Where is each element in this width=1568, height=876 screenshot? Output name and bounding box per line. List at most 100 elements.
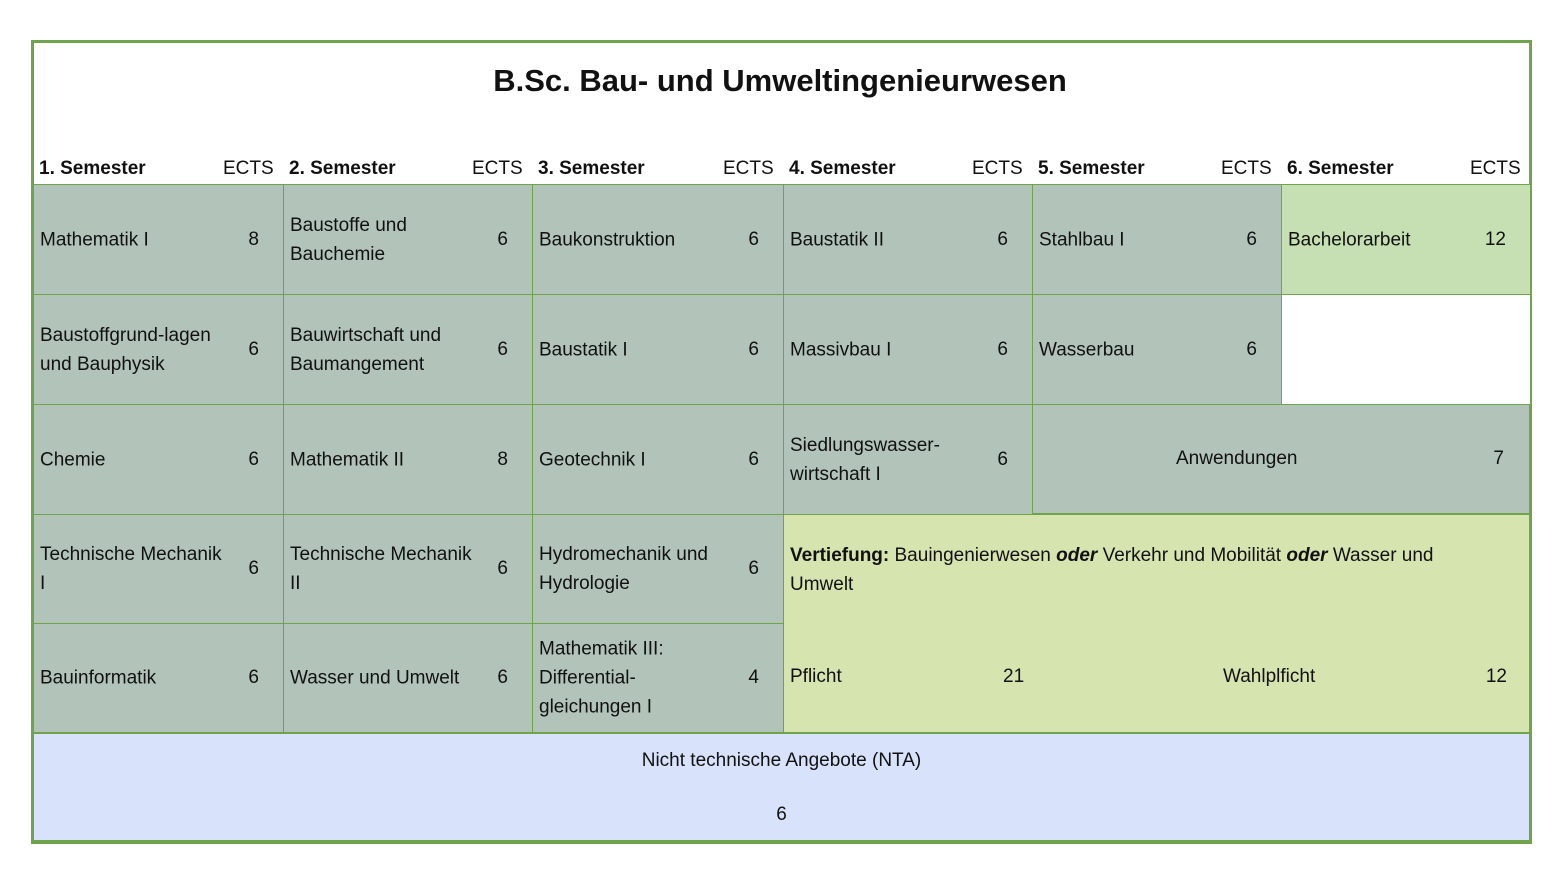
module-ects: 8 bbox=[497, 448, 508, 470]
specialization-text: Vertiefung: Bauingenierwesen oder Verkeh… bbox=[790, 541, 1490, 599]
module-ects: 6 bbox=[248, 338, 259, 360]
module-cell: Wasserbau 6 bbox=[1032, 294, 1282, 405]
module-ects: 6 bbox=[497, 558, 508, 579]
module-cell: Bachelorarbeit 12 bbox=[1281, 184, 1531, 295]
module-ects: 6 bbox=[1246, 228, 1257, 250]
wahlpflicht-ects: 12 bbox=[1485, 666, 1507, 687]
curriculum-frame bbox=[31, 40, 1532, 844]
module-cell: Baukonstruktion 6 bbox=[532, 184, 784, 295]
module-name: Baustoffe und Bauchemie bbox=[290, 214, 407, 265]
module-name: Baukonstruktion bbox=[539, 229, 676, 250]
module-cell: Baustoffe und Bauchemie 6 bbox=[283, 184, 533, 295]
specialization-label: Vertiefung: bbox=[790, 545, 890, 566]
semester-header: 1. Semester bbox=[39, 158, 146, 180]
or-2: oder bbox=[1286, 545, 1328, 566]
semester-header: 4. Semester bbox=[789, 158, 896, 180]
module-cell: Wasser und Umwelt 6 bbox=[283, 623, 533, 733]
module-ects: 6 bbox=[497, 338, 508, 360]
module-ects: 6 bbox=[497, 228, 508, 250]
module-ects: 8 bbox=[248, 228, 259, 250]
ects-header: ECTS bbox=[1221, 158, 1272, 179]
module-cell: Technische Mechanik I 6 bbox=[33, 514, 284, 624]
module-ects: 6 bbox=[997, 228, 1008, 250]
module-name: Mathematik I bbox=[40, 229, 149, 250]
module-cell: Baustatik I 6 bbox=[532, 294, 784, 405]
module-cell: Chemie 6 bbox=[33, 404, 284, 515]
module-ects: 6 bbox=[748, 558, 759, 579]
module-cell: Bauwirtschaft und Baumangement 6 bbox=[283, 294, 533, 405]
option-2: Verkehr und Mobilität bbox=[1097, 545, 1287, 566]
module-cell: Mathematik I 8 bbox=[33, 184, 284, 295]
module-ects: 7 bbox=[1493, 448, 1504, 469]
module-name: Technische Mechanik I bbox=[40, 544, 222, 594]
module-cell: Massivbau I 6 bbox=[783, 294, 1033, 405]
module-name: Mathematik III: Differential-gleichungen… bbox=[539, 638, 664, 718]
module-name: Siedlungswasser-wirtschaft I bbox=[790, 434, 940, 485]
module-anwendungen: Anwendungen 7 bbox=[1032, 404, 1530, 514]
module-ects: 6 bbox=[248, 448, 259, 470]
module-ects: 6 bbox=[248, 558, 259, 579]
page-title: B.Sc. Bau- und Umweltingenieurwesen bbox=[493, 63, 1067, 98]
ects-header: ECTS bbox=[472, 158, 523, 179]
module-ects: 6 bbox=[248, 667, 259, 688]
semester-label: 6. Semester bbox=[1287, 158, 1394, 179]
module-cell: Siedlungswasser-wirtschaft I 6 bbox=[783, 404, 1033, 515]
module-cell: Baustatik II 6 bbox=[783, 184, 1033, 295]
module-cell: Technische Mechanik II 6 bbox=[283, 514, 533, 624]
module-cell: Hydromechanik und Hydrologie 6 bbox=[532, 514, 784, 624]
module-name: Baustatik I bbox=[539, 339, 628, 360]
option-1: Bauingenierwesen bbox=[889, 545, 1057, 566]
module-name: Chemie bbox=[40, 449, 106, 470]
pflicht-label: Pflicht bbox=[790, 666, 842, 687]
module-name: Wasser und Umwelt bbox=[290, 667, 460, 689]
module-ects: 6 bbox=[997, 448, 1008, 470]
pflicht-ects: 21 bbox=[1003, 666, 1025, 687]
module-name: Baustatik II bbox=[790, 229, 884, 250]
module-cell: Bauinformatik 6 bbox=[33, 623, 284, 733]
module-name: Wasserbau bbox=[1039, 339, 1135, 360]
module-name: Geotechnik I bbox=[539, 449, 646, 470]
option-3: Wasser und Umwelt bbox=[790, 545, 1434, 595]
module-name: Hydromechanik und Hydrologie bbox=[539, 544, 708, 594]
module-cell: Baustoffgrund-lagen und Bauphysik 6 bbox=[33, 294, 284, 405]
module-name: Stahlbau I bbox=[1039, 229, 1125, 250]
module-name: Baustoffgrund-lagen und Bauphysik bbox=[40, 324, 211, 375]
module-ects: 6 bbox=[748, 338, 759, 360]
semester-label: 4. Semester bbox=[789, 158, 896, 179]
module-cell: Stahlbau I 6 bbox=[1032, 184, 1282, 295]
semester-header: 5. Semester bbox=[1038, 158, 1145, 180]
nta-name: Nicht technische Angebote (NTA) bbox=[641, 750, 922, 771]
module-ects: 12 bbox=[1484, 228, 1506, 250]
module-ects: 4 bbox=[748, 667, 759, 688]
module-name: Bachelorarbeit bbox=[1288, 229, 1411, 250]
module-name: Bauwirtschaft und Baumangement bbox=[290, 324, 442, 375]
module-ects: 6 bbox=[997, 338, 1008, 360]
semester-label: 5. Semester bbox=[1038, 158, 1145, 179]
semester-header: 2. Semester bbox=[289, 158, 396, 180]
module-cell: Mathematik III: Differential-gleichungen… bbox=[532, 623, 784, 733]
module-ects: 6 bbox=[1246, 338, 1257, 360]
module-cell: Mathematik II 8 bbox=[283, 404, 533, 515]
module-name: Massivbau I bbox=[790, 339, 892, 360]
ects-header: ECTS bbox=[972, 158, 1023, 179]
semester-header: 3. Semester bbox=[538, 158, 645, 180]
specialization-block: Vertiefung: Bauingenierwesen oder Verkeh… bbox=[783, 514, 1530, 733]
module-ects: 6 bbox=[497, 667, 508, 688]
semester-label: 3. Semester bbox=[538, 158, 645, 179]
module-name: Bauinformatik bbox=[40, 667, 157, 689]
empty-cell bbox=[1281, 294, 1531, 405]
ects-header: ECTS bbox=[723, 158, 774, 179]
semester-label: 1. Semester bbox=[39, 158, 146, 179]
ects-header: ECTS bbox=[223, 158, 274, 179]
nta-block: Nicht technische Angebote (NTA) 6 bbox=[32, 732, 1531, 842]
semester-label: 2. Semester bbox=[289, 158, 396, 179]
nta-ects: 6 bbox=[776, 804, 787, 825]
module-ects: 6 bbox=[748, 448, 759, 470]
module-cell: Geotechnik I 6 bbox=[532, 404, 784, 515]
module-name: Technische Mechanik II bbox=[290, 544, 472, 594]
module-name: Mathematik II bbox=[290, 449, 405, 470]
or-1: oder bbox=[1056, 545, 1098, 566]
module-ects: 6 bbox=[748, 228, 759, 250]
ects-header: ECTS bbox=[1470, 158, 1521, 179]
semester-header: 6. Semester bbox=[1287, 158, 1394, 180]
